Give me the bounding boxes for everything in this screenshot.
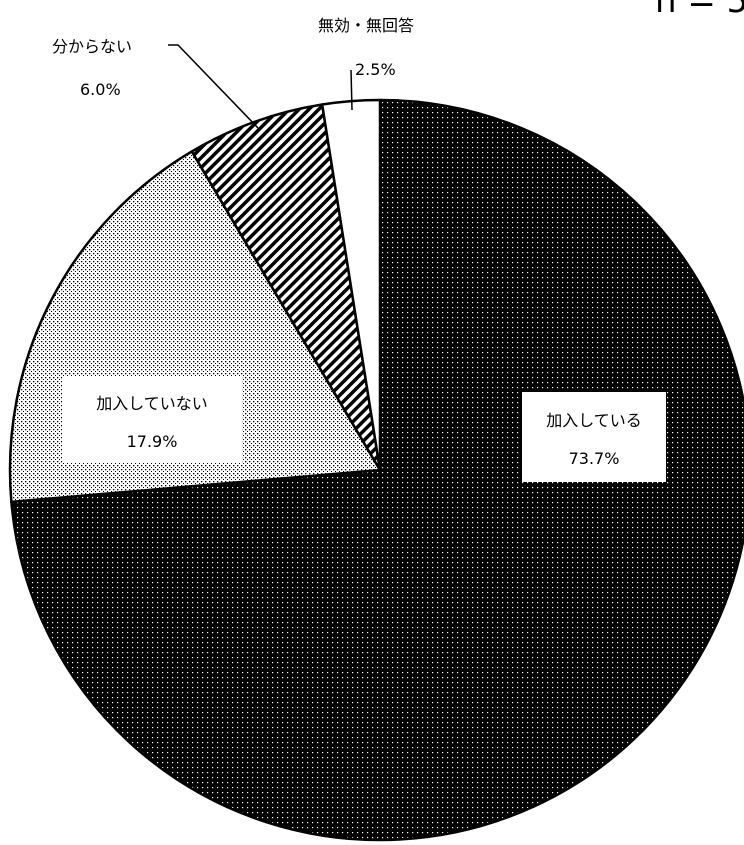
label-box-not-joined: 加入していない 17.9% <box>62 377 242 463</box>
sample-size-label: n = 5 <box>655 0 744 21</box>
slice-unknown <box>190 103 382 472</box>
slice-joined <box>10 98 744 842</box>
slice-label-unknown: 分からない <box>52 37 133 56</box>
slice-value-invalid: 2.5% <box>355 60 396 79</box>
slice-label-invalid: 無効・無回答 <box>318 16 415 35</box>
label-box-joined: 加入している 73.7% <box>522 392 666 482</box>
leader-line-invalid <box>350 69 353 111</box>
slice-invalid <box>320 98 382 472</box>
leader-line-unknown <box>168 44 259 129</box>
slice-label-not-joined: 加入していない <box>96 393 208 413</box>
slice-label-joined: 加入している <box>546 410 642 430</box>
slice-value-unknown: 6.0% <box>80 80 121 99</box>
slice-value-not-joined: 17.9% <box>126 431 178 451</box>
slice-value-joined: 73.7% <box>568 448 620 468</box>
